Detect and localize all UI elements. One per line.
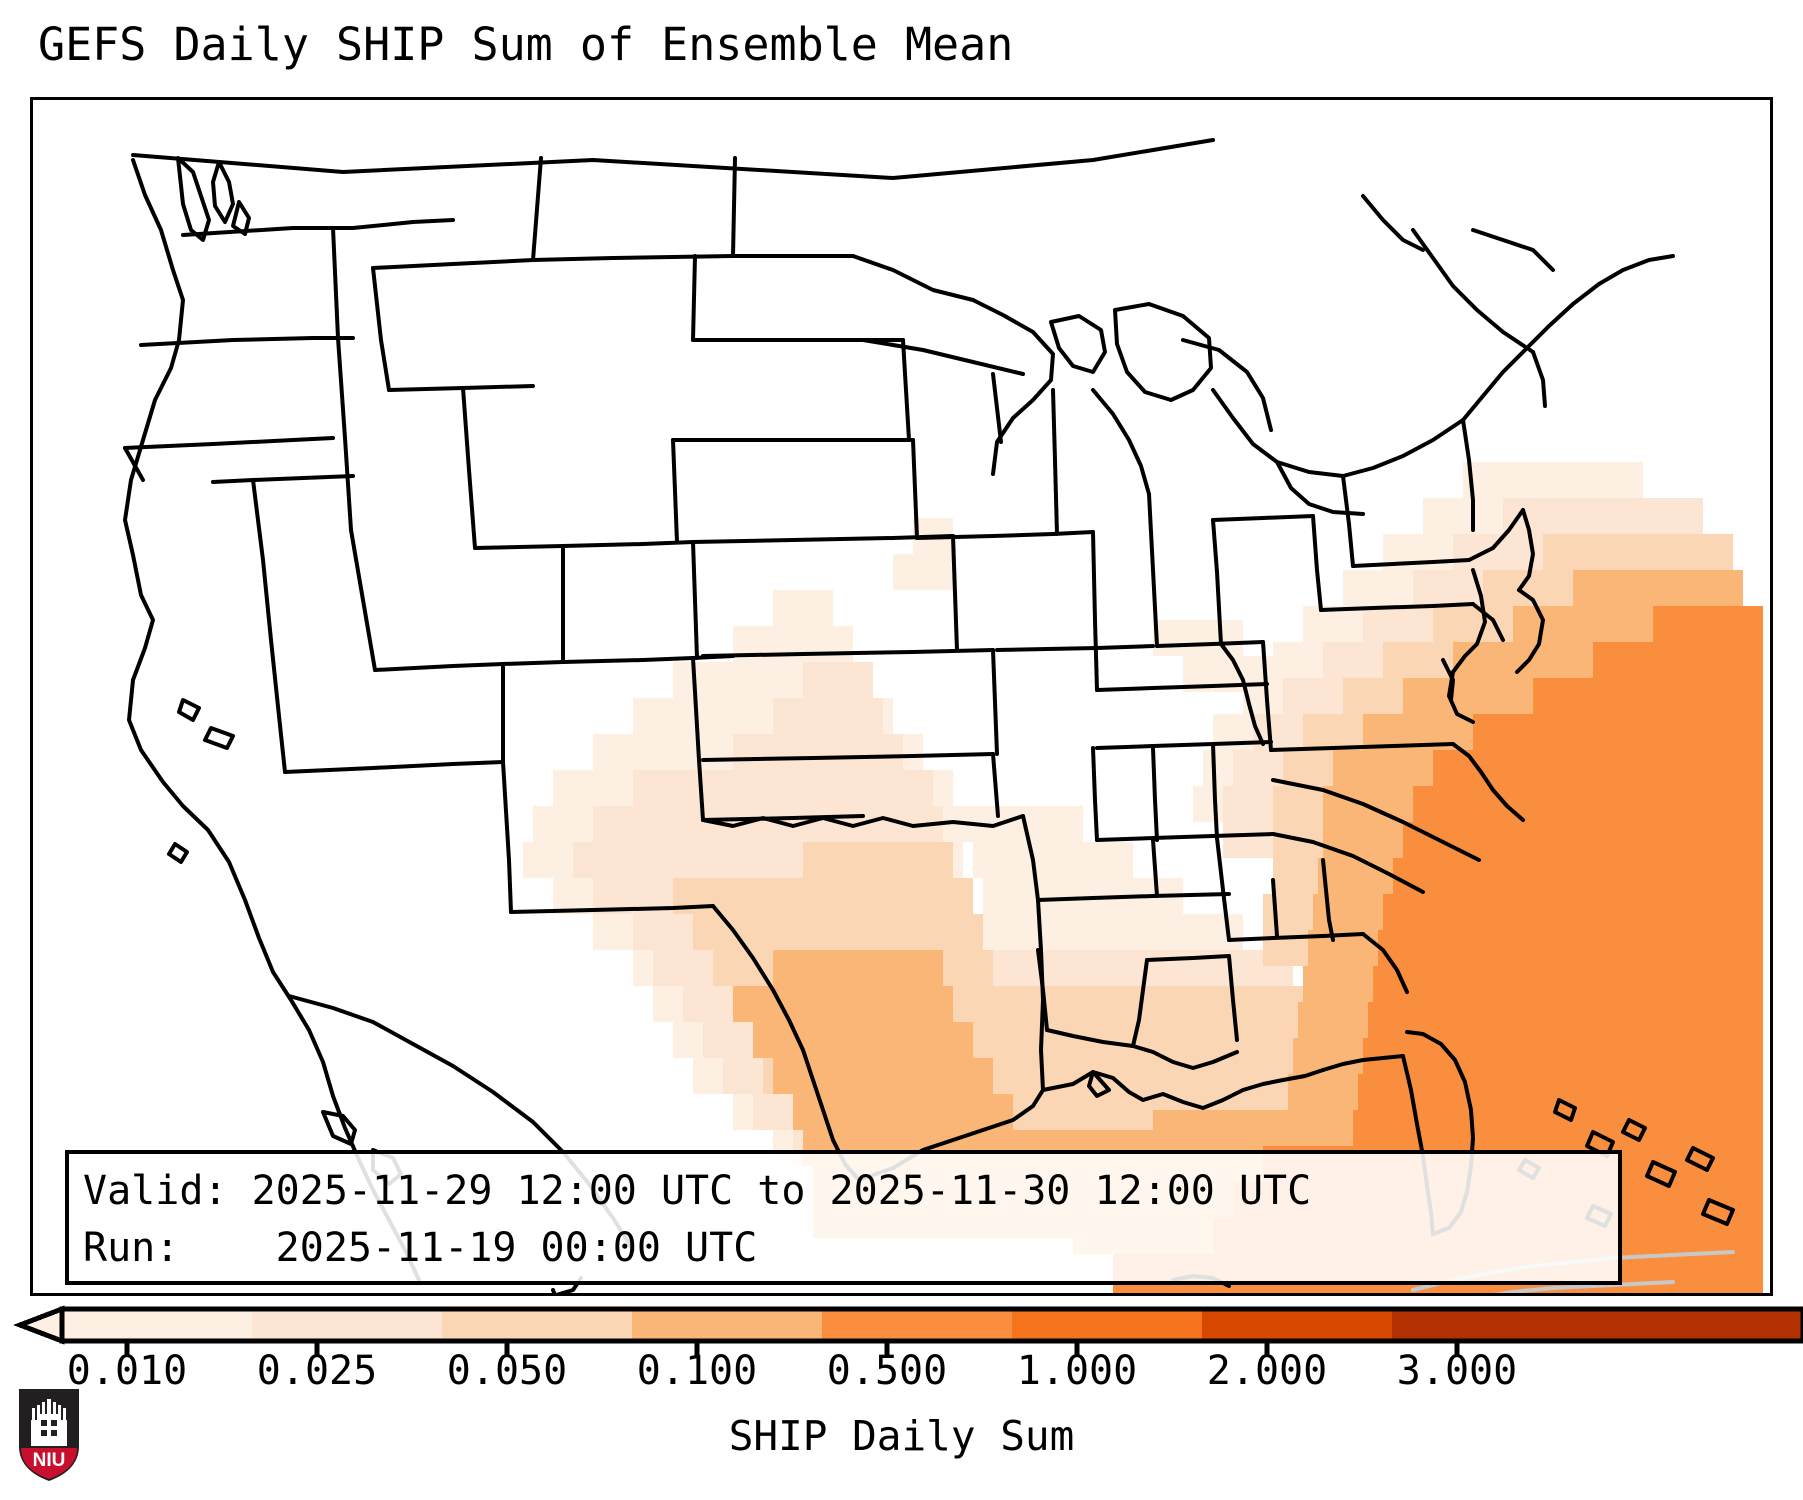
colorbar-tick-label: 0.050 [446,1348,568,1394]
page-title: GEFS Daily SHIP Sum of Ensemble Mean [38,18,1014,71]
colorbar[interactable] [0,1297,1803,1357]
colorbar-ticks [124,1341,1460,1355]
colorbar-tick-label: 3.000 [1396,1348,1518,1394]
colorbar-tick-label: 0.025 [256,1348,378,1394]
colorbar-tick-label: 1.000 [1016,1348,1138,1394]
colorbar-axis-label: SHIP Daily Sum [728,1412,1075,1460]
colorbar-tick-label: 0.100 [636,1348,758,1394]
map-panel: Valid: 2025-11-29 12:00 UTC to 2025-11-3… [30,97,1773,1296]
colorbar-bands [12,1305,1803,1345]
colorbar-tick-label: 0.500 [826,1348,948,1394]
map-canvas [123,138,1763,1293]
niu-logo-text: NIU [33,1450,66,1471]
colorbar-canvas[interactable] [0,1297,1803,1357]
colorbar-tick-labels: 0.010 0.025 0.050 0.100 0.500 1.000 2.000 3.000 [0,1348,1803,1404]
colorbar-tick-label: 2.000 [1206,1348,1328,1394]
info-box: Valid: 2025-11-29 12:00 UTC to 2025-11-3… [65,1150,1622,1285]
run-time-line: Run: 2025-11-19 00:00 UTC [83,1225,758,1271]
niu-logo: NIU [19,1389,79,1481]
colorbar-tick-label: 0.010 [66,1348,188,1394]
valid-time-line: Valid: 2025-11-29 12:00 UTC to 2025-11-3… [83,1168,1312,1214]
